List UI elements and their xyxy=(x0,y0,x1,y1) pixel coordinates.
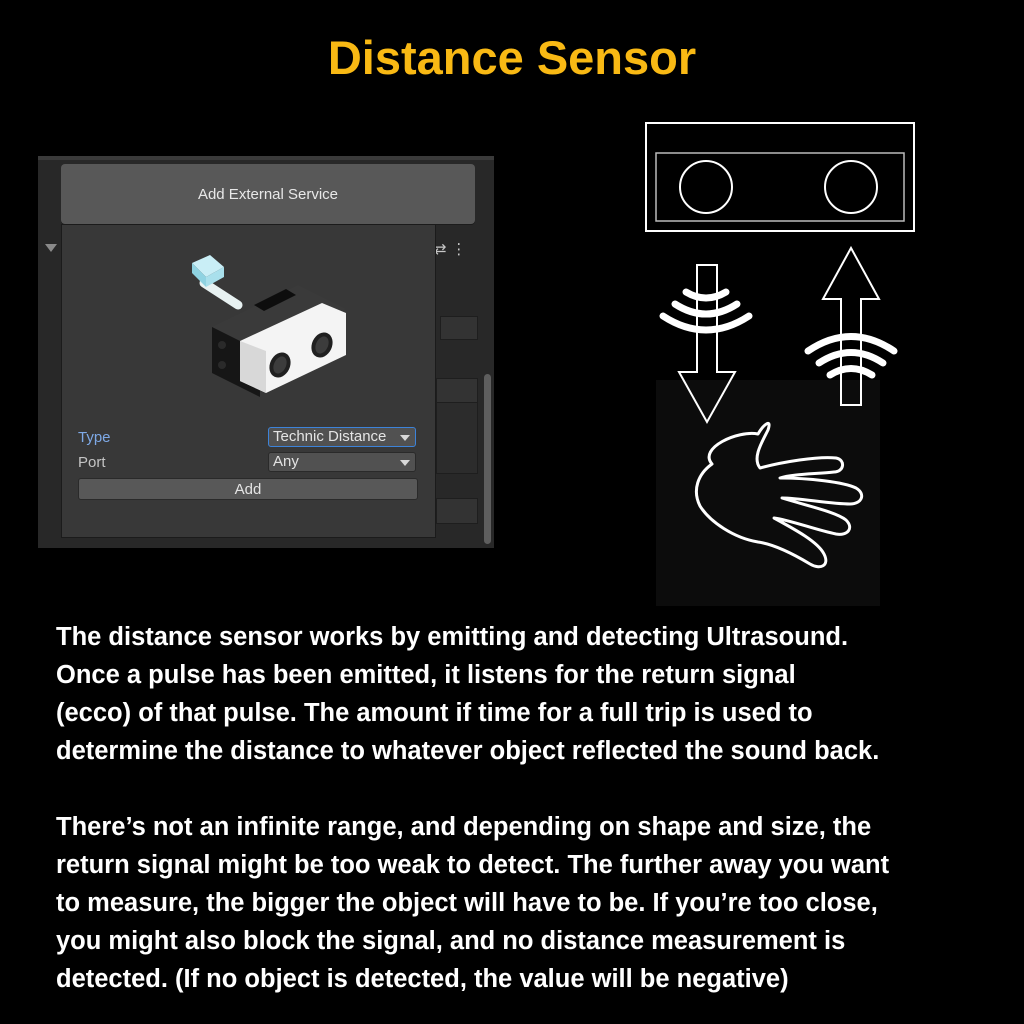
port-dropdown[interactable]: Any xyxy=(268,452,416,472)
description-line: return signal might be too weak to detec… xyxy=(56,851,890,879)
hand-background xyxy=(656,380,880,606)
page-title: Distance Sensor xyxy=(327,31,697,84)
header-menu-icons[interactable]: ⇄ ⋮ xyxy=(434,240,467,258)
add-button[interactable]: Add xyxy=(78,478,418,500)
chevron-down-icon xyxy=(400,435,410,441)
add-service-popup: Type Technic Distance Port Any Add xyxy=(61,224,436,538)
background-box xyxy=(436,402,478,474)
chevron-down-icon xyxy=(400,460,410,466)
hand-icon xyxy=(695,421,864,569)
description-line: The distance sensor works by emitting an… xyxy=(56,623,849,651)
background-header xyxy=(436,378,478,404)
ultrasound-diagram xyxy=(645,122,915,606)
description-line: detected. (If no object is detected, the… xyxy=(56,965,789,993)
distance-sensor-icon xyxy=(645,122,915,232)
arrow-down-icon xyxy=(677,264,737,425)
type-dropdown-value: Technic Distance xyxy=(273,428,387,445)
scrollbar[interactable] xyxy=(484,374,491,544)
description-line: (ecco) of that pulse. The amount if time… xyxy=(56,699,813,727)
type-label: Type xyxy=(78,429,111,446)
add-external-service-button[interactable]: Add External Service xyxy=(61,164,475,224)
description-line: Once a pulse has been emitted, it listen… xyxy=(56,661,796,689)
port-label: Port xyxy=(78,454,106,471)
description-line: you might also block the signal, and no … xyxy=(56,927,846,955)
description-line: determine the distance to whatever objec… xyxy=(56,737,880,765)
type-dropdown[interactable]: Technic Distance xyxy=(268,427,416,447)
description-line: There’s not an infinite range, and depen… xyxy=(56,813,872,841)
port-dropdown-value: Any xyxy=(273,453,299,470)
background-field xyxy=(440,316,478,340)
background-row xyxy=(436,498,478,524)
arrow-up-icon xyxy=(821,245,881,406)
editor-screenshot: ⇄ ⋮ Add External Service Type Technic xyxy=(38,156,494,548)
sound-waves-icon xyxy=(659,288,898,379)
description-line: to measure, the bigger the object will h… xyxy=(56,889,878,917)
foldout-arrow-icon[interactable] xyxy=(45,244,57,252)
distance-sensor-image xyxy=(192,255,346,397)
background-toolbar xyxy=(38,156,494,160)
description: The distance sensor works by emitting an… xyxy=(56,618,996,998)
